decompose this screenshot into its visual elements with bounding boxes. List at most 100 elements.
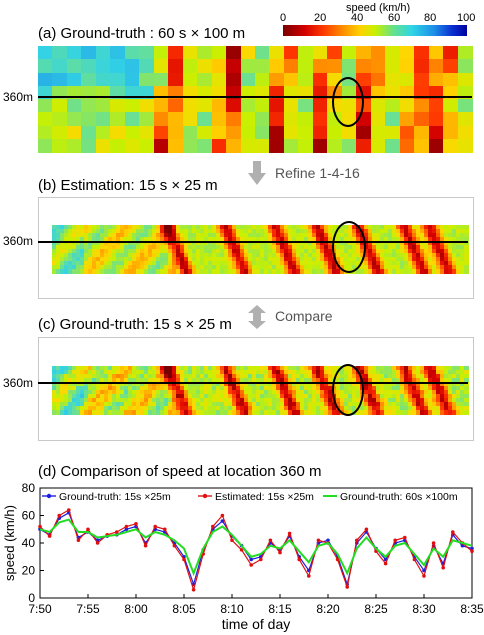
heatmap-cell [120, 237, 125, 242]
heatmap-cell [216, 265, 221, 270]
heatmap-cell [88, 394, 93, 399]
heatmap-cell [372, 237, 377, 242]
heatmap-cell [288, 382, 293, 387]
heatmap-cell [180, 378, 185, 383]
heatmap-cell [220, 261, 225, 266]
heatmap-cell [172, 261, 177, 266]
heatmap-cell [440, 394, 445, 399]
heatmap-cell [396, 225, 401, 230]
heatmap-cell [132, 245, 137, 250]
heatmap-cell [404, 366, 409, 371]
heatmap-cell [116, 237, 121, 242]
heatmap-cell [396, 257, 401, 262]
heatmap-cell [452, 261, 457, 266]
heatmap-cell [300, 366, 305, 371]
heatmap-cell [292, 257, 297, 262]
heatmap-cell [328, 253, 333, 258]
heatmap-cell [96, 370, 101, 375]
heatmap-cell [308, 378, 313, 383]
heatmap-cell [72, 378, 77, 383]
heatmap-cell [228, 398, 233, 403]
heatmap-cell [388, 410, 393, 415]
heatmap-cell [288, 261, 293, 266]
heatmap-cell [136, 237, 141, 242]
heatmap-cell [80, 366, 85, 371]
heatmap-cell [164, 370, 169, 375]
heatmap-cell [64, 257, 69, 262]
heatmap-cell [384, 410, 389, 415]
heatmap-cell [66, 72, 82, 87]
heatmap-cell [104, 241, 109, 246]
heatmap-cell [226, 125, 242, 140]
heatmap-cell [372, 233, 377, 238]
heatmap-cell [216, 402, 221, 407]
heatmap-cell [388, 261, 393, 266]
heatmap-cell [180, 410, 185, 415]
heatmap-cell [292, 229, 297, 234]
heatmap-cell [456, 398, 461, 403]
heatmap-cell [392, 394, 397, 399]
heatmap-cell [396, 241, 401, 246]
heatmap-cell [452, 225, 457, 230]
heatmap-cell [412, 233, 417, 238]
heatmap-cell [436, 265, 441, 270]
heatmap-cell [172, 257, 177, 262]
heatmap-cell [428, 378, 433, 383]
heatmap-cell [188, 269, 193, 274]
heatmap-cell [52, 265, 57, 270]
heatmap-cell [100, 265, 105, 270]
heatmap-cell [440, 253, 445, 258]
heatmap-cell [104, 245, 109, 250]
heatmap-cell [460, 237, 465, 242]
heatmap-cell [180, 241, 185, 246]
heatmap-cell [192, 225, 197, 230]
heatmap-cell [68, 390, 73, 395]
heatmap-cell [104, 394, 109, 399]
heatmap-cell [428, 269, 433, 274]
heatmap-cell [280, 366, 285, 371]
heatmap-cell [72, 366, 77, 371]
heatmap-cell [436, 390, 441, 395]
heatmap-cell [148, 382, 153, 387]
data-point [57, 513, 61, 518]
heatmap-cell [268, 225, 273, 230]
heatmap-cell [328, 402, 333, 407]
heatmap-cell [52, 366, 57, 371]
data-point [191, 587, 196, 592]
heatmap-cell [424, 225, 429, 230]
panel-c-heatmap [38, 364, 469, 416]
heatmap-cell [76, 382, 81, 387]
heatmap-cell [384, 253, 389, 258]
heatmap-cell [144, 241, 149, 246]
heatmap-cell [380, 386, 385, 391]
heatmap-cell [444, 249, 449, 254]
heatmap-cell [140, 225, 145, 230]
heatmap-cell [81, 112, 97, 127]
heatmap-cell [104, 269, 109, 274]
heatmap-cell [56, 229, 61, 234]
heatmap-cell [226, 138, 242, 153]
heatmap-cell [180, 402, 185, 407]
heatmap-cell [64, 378, 69, 383]
heatmap-cell [197, 72, 213, 87]
heatmap-cell [396, 390, 401, 395]
heatmap-cell [56, 261, 61, 266]
heatmap-cell [327, 138, 343, 153]
heatmap-cell [440, 402, 445, 407]
heatmap-cell [152, 386, 157, 391]
heatmap-cell [184, 390, 189, 395]
heatmap-cell [456, 366, 461, 371]
heatmap-cell [436, 225, 441, 230]
heatmap-cell [372, 269, 377, 274]
heatmap-cell [372, 370, 377, 375]
heatmap-cell [120, 233, 125, 238]
heatmap-cell [312, 378, 317, 383]
heatmap-cell [64, 390, 69, 395]
heatmap-cell [156, 406, 161, 411]
heatmap-cell [128, 386, 133, 391]
heatmap-cell [112, 245, 117, 250]
heatmap-cell [428, 138, 444, 153]
data-point [393, 538, 398, 543]
heatmap-cell [84, 398, 89, 403]
heatmap-cell [136, 386, 141, 391]
